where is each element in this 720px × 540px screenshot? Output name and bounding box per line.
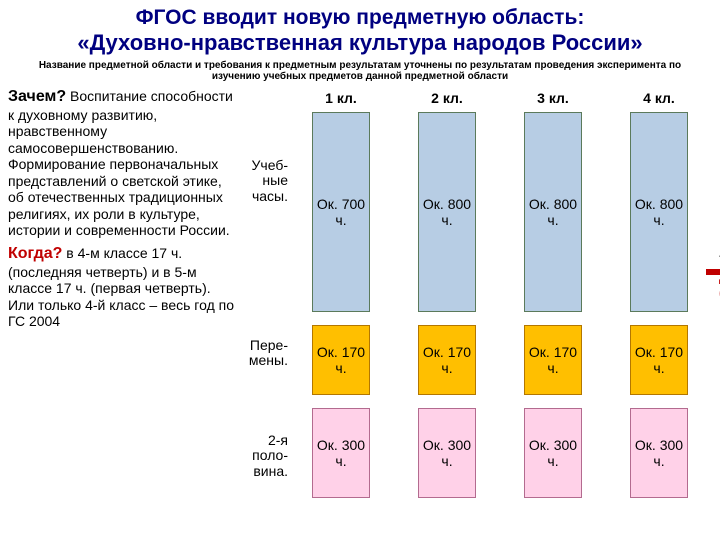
right-column: 1 кл. 2 кл. 3 кл. 4 кл. Учеб- ные часы. … xyxy=(238,88,712,511)
cell-orange-4: Ок. 170 ч. xyxy=(630,325,688,395)
grade-2: 2 кл. xyxy=(418,90,476,106)
title-main: ФГОС вводит новую предметную область: xyxy=(0,0,720,30)
cell-pink-2: Ок. 300 ч. xyxy=(418,408,476,498)
cell-blue-4: Ок. 800 ч. xyxy=(630,112,688,312)
marker-icon xyxy=(706,269,720,275)
label-half-3: вина. xyxy=(234,464,288,479)
label-breaks-1: Пере- xyxy=(234,338,288,353)
when-lead: Когда? xyxy=(8,245,62,262)
cell-orange-2: Ок. 170 ч. xyxy=(418,325,476,395)
label-breaks: Пере- мены. xyxy=(234,338,288,369)
label-hours: Учеб- ные часы. xyxy=(234,158,288,204)
subtitle-note: Название предметной области и требования… xyxy=(0,58,720,88)
label-hours-2: ные xyxy=(234,173,288,188)
label-half: 2-я поло- вина. xyxy=(234,433,288,479)
cell-pink-4: Ок. 300 ч. xyxy=(630,408,688,498)
cell-pink-1: Ок. 300 ч. xyxy=(312,408,370,498)
row-pink: Ок. 300 ч. Ок. 300 ч. Ок. 300 ч. Ок. 300… xyxy=(238,408,712,498)
title-sub: «Духовно-нравственная культура народов Р… xyxy=(0,30,720,58)
grade-headers: 1 кл. 2 кл. 3 кл. 4 кл. xyxy=(238,88,712,112)
when-body1: в 4-м классе 17 ч. xyxy=(62,245,182,261)
cell-pink-3: Ок. 300 ч. xyxy=(524,408,582,498)
label-half-2: поло- xyxy=(234,448,288,463)
when-body2: (последняя четверть) и в 5-м классе 17 ч… xyxy=(8,264,238,330)
left-column: Зачем? Воспитание способности к духовном… xyxy=(8,88,238,511)
grade-3: 3 кл. xyxy=(524,90,582,106)
cell-orange-3: Ок. 170 ч. xyxy=(524,325,582,395)
row-orange: Ок. 170 ч. Ок. 170 ч. Ок. 170 ч. Ок. 170… xyxy=(238,325,712,395)
label-half-1: 2-я xyxy=(234,433,288,448)
label-hours-1: Учеб- xyxy=(234,158,288,173)
cell-blue-1: Ок. 700 ч. xyxy=(312,112,370,312)
grade-4: 4 кл. xyxy=(630,90,688,106)
why-block: Зачем? Воспитание способности к духовном… xyxy=(8,88,238,239)
content-row: Зачем? Воспитание способности к духовном… xyxy=(0,88,720,511)
why-lead: Зачем? xyxy=(8,88,66,105)
cell-blue-2: Ок. 800 ч. xyxy=(418,112,476,312)
label-hours-3: часы. xyxy=(234,189,288,204)
label-breaks-2: мены. xyxy=(234,353,288,368)
grade-1: 1 кл. xyxy=(312,90,370,106)
cell-orange-1: Ок. 170 ч. xyxy=(312,325,370,395)
row-blue: Ок. 700 ч. Ок. 800 ч. Ок. 800 ч. Ок. 800… xyxy=(238,112,712,312)
when-block: Когда? в 4-м классе 17 ч. (последняя чет… xyxy=(8,245,238,330)
cell-blue-3: Ок. 800 ч. xyxy=(524,112,582,312)
why-body: Воспитание способности к духовному разви… xyxy=(8,88,233,238)
